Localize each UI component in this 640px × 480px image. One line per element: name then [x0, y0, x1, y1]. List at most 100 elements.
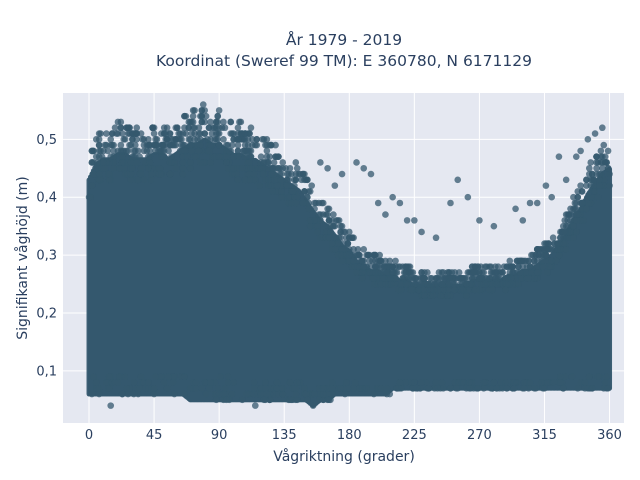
scatter-point	[146, 147, 154, 155]
scatter-point	[562, 246, 570, 253]
scatter-point	[185, 118, 193, 126]
scatter-point	[315, 396, 323, 404]
scatter-point	[438, 280, 446, 288]
scatter-point	[207, 141, 214, 149]
scatter-point	[305, 205, 313, 213]
scatter-point	[439, 384, 447, 392]
scatter-point	[293, 164, 301, 172]
scatter-point	[230, 164, 237, 172]
scatter-point	[263, 136, 271, 143]
scatter-point	[130, 130, 138, 137]
scatter-point	[104, 147, 112, 155]
scatter-point	[502, 286, 509, 294]
scatter-point	[503, 280, 511, 288]
scatter-point	[544, 269, 551, 276]
scatter-point	[228, 390, 236, 398]
scatter-point	[265, 182, 272, 189]
scatter-point	[308, 182, 315, 189]
scatter-point	[150, 130, 158, 137]
scatter-point	[351, 379, 359, 386]
scatter-point	[207, 379, 214, 386]
scatter-point	[515, 263, 522, 270]
scatter-point	[416, 280, 424, 288]
scatter-point	[341, 390, 349, 398]
scatter-point	[207, 159, 214, 166]
scatter-point	[286, 164, 294, 172]
scatter-point	[468, 274, 476, 282]
scatter-point	[199, 101, 207, 108]
scatter-point	[408, 286, 415, 294]
scatter-point	[301, 188, 308, 195]
scatter-point	[312, 199, 320, 207]
scatter-point	[380, 274, 388, 282]
scatter-point	[344, 251, 352, 259]
scatter-point	[299, 199, 307, 207]
scatter-point	[432, 379, 440, 386]
scatter-point	[588, 384, 596, 392]
scatter-point	[471, 269, 479, 276]
scatter-point	[205, 384, 213, 392]
scatter-point	[319, 390, 327, 398]
scatter-point	[489, 286, 496, 294]
scatter-point	[386, 274, 394, 282]
scatter-point	[311, 390, 318, 398]
scatter-point	[230, 379, 237, 386]
scatter-point	[584, 199, 592, 207]
outlier-point	[403, 217, 411, 224]
scatter-point	[171, 159, 178, 166]
scatter-point	[583, 176, 590, 184]
x-tick-label: 315	[532, 428, 557, 443]
scatter-point	[585, 164, 593, 172]
scatter-point	[107, 176, 115, 184]
scatter-point	[447, 384, 454, 392]
scatter-point	[253, 141, 261, 149]
scatter-point	[331, 246, 339, 253]
scatter-point	[100, 159, 107, 166]
scatter-point	[358, 269, 366, 276]
chart-subtitle: Koordinat (Sweref 99 TM): E 360780, N 61…	[156, 52, 532, 70]
scatter-point	[311, 217, 318, 224]
scatter-point	[220, 118, 227, 126]
scatter-point	[392, 263, 399, 270]
scatter-point	[236, 118, 243, 126]
scatter-point	[104, 384, 112, 392]
outlier-point	[542, 182, 550, 189]
scatter-point	[387, 280, 395, 288]
scatter-point	[600, 141, 608, 149]
scatter-point	[192, 379, 200, 386]
scatter-point	[292, 390, 300, 398]
scatter-point	[179, 164, 187, 172]
scatter-point	[340, 228, 347, 236]
scatter-point	[345, 228, 353, 236]
scatter-point	[201, 159, 208, 166]
scatter-point	[328, 384, 336, 392]
scatter-point	[98, 153, 106, 160]
scatter-point	[131, 147, 139, 155]
scatter-point	[600, 384, 608, 392]
y-axis-label: Signifikant våghöjd (m)	[14, 176, 31, 339]
scatter-point	[301, 384, 308, 392]
scatter-point	[120, 164, 128, 172]
scatter-point	[372, 269, 379, 276]
scatter-point	[396, 379, 404, 386]
scatter-point	[465, 379, 473, 386]
scatter-point	[529, 251, 537, 259]
scatter-point	[317, 234, 324, 242]
scatter-point	[285, 170, 292, 178]
scatter-point	[247, 153, 255, 160]
scatter-point	[516, 269, 524, 276]
scatter-point	[360, 257, 368, 265]
scatter-point	[257, 384, 265, 392]
chart-title: År 1979 - 2019	[286, 30, 402, 49]
scatter-point	[257, 390, 265, 398]
scatter-point	[212, 130, 220, 137]
scatter-point	[503, 263, 511, 270]
scatter-point	[130, 153, 138, 160]
scatter-point	[90, 373, 97, 380]
y-tick-label: 0,5	[36, 133, 57, 148]
scatter-point	[477, 263, 485, 270]
scatter-point	[241, 176, 249, 184]
scatter-point	[509, 263, 516, 270]
scatter-point	[324, 205, 331, 213]
scatter-point	[152, 147, 159, 155]
